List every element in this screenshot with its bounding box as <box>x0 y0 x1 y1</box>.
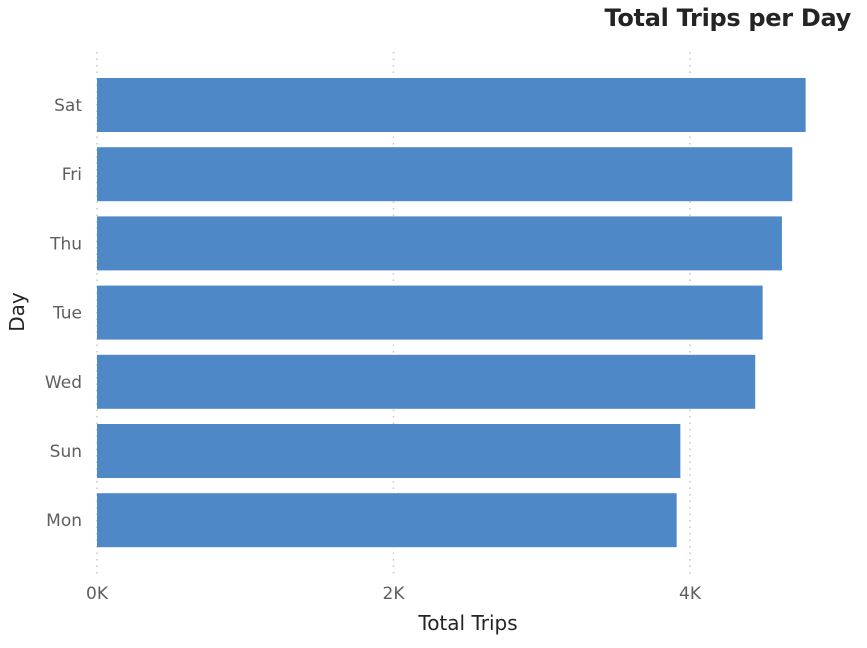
bar-thu[interactable] <box>97 216 782 271</box>
x-tick-labels: 0K 2K 4K <box>86 584 702 604</box>
bar-mon[interactable] <box>97 493 677 548</box>
bar-tue[interactable] <box>97 285 763 340</box>
y-tick-label: Sat <box>54 96 82 116</box>
bar-sat[interactable] <box>97 78 806 132</box>
bar-wed[interactable] <box>97 354 756 409</box>
x-tick-label: 4K <box>679 584 702 604</box>
y-tick-label: Fri <box>62 165 82 185</box>
y-tick-label: Tue <box>52 304 82 324</box>
bars <box>97 78 806 548</box>
chart-title: Total Trips per Day <box>604 4 851 32</box>
y-tick-label: Sun <box>50 442 82 462</box>
x-tick-label: 2K <box>383 584 406 604</box>
x-axis-title: Total Trips <box>417 611 517 635</box>
y-tick-label: Mon <box>46 511 82 531</box>
y-axis-title: Day <box>5 292 29 332</box>
x-tick-label: 0K <box>86 584 109 604</box>
y-tick-labels: Sat Fri Thu Tue Wed Sun Mon <box>45 96 82 531</box>
bar-sun[interactable] <box>97 424 681 478</box>
y-tick-label: Wed <box>45 373 82 393</box>
bar-fri[interactable] <box>97 147 793 202</box>
y-tick-label: Thu <box>49 234 82 254</box>
